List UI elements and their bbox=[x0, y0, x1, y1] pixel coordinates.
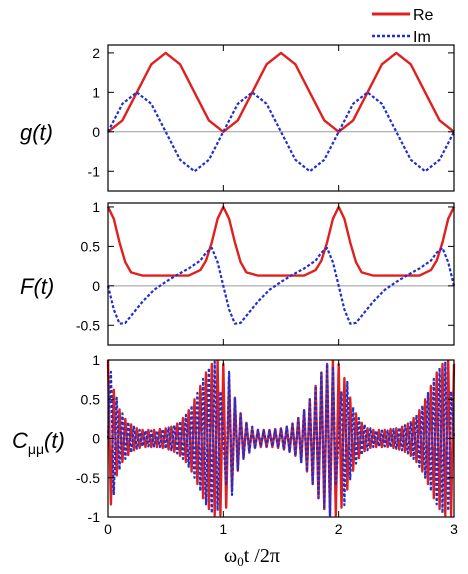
x-tick-label: 1 bbox=[219, 521, 227, 537]
panel-c-series-re bbox=[106, 359, 456, 517]
panel-c-ytick-label: -1 bbox=[88, 509, 101, 525]
panel-f-ytick-label: 1 bbox=[92, 199, 100, 215]
panel-f-ytick-label: 0 bbox=[92, 278, 100, 294]
panel-g-ytick-label: -1 bbox=[88, 163, 101, 179]
panel-g-series-re bbox=[107, 51, 455, 134]
x-axis-label-sub: 0 bbox=[237, 554, 244, 569]
panel-f-ylabel: F(t) bbox=[20, 274, 54, 299]
panel-g-ytick-label: 0 bbox=[92, 124, 100, 140]
panel-c-ylabel-rest: (t) bbox=[44, 428, 65, 453]
panel-g-ytick-label: 1 bbox=[92, 84, 100, 100]
panel-f-series-re bbox=[106, 205, 456, 277]
panel-c-ytick-label: 0 bbox=[92, 431, 100, 447]
panel-c-ylabel: Cμμ(t) bbox=[12, 428, 65, 457]
panel-c-ytick-label: 0.5 bbox=[81, 391, 101, 407]
panel-c-ylabel-sub: μμ bbox=[28, 441, 44, 457]
x-axis-label: ω0t /2π bbox=[224, 545, 280, 569]
panel-c: Cμμ(t) 1 0.5 0 -0.5 -1 bbox=[12, 352, 456, 525]
legend-re-label: Re bbox=[413, 7, 434, 24]
panel-f-series-im bbox=[106, 246, 456, 325]
legend: Re Im bbox=[372, 7, 434, 46]
panel-c-ytick-label: 1 bbox=[92, 352, 100, 368]
legend-im-label: Im bbox=[413, 29, 431, 46]
panel-c-series-im bbox=[106, 360, 456, 517]
panel-f-ytick-label: 0.5 bbox=[81, 238, 101, 254]
x-axis-label-main: ω bbox=[224, 545, 237, 567]
panel-g-frame bbox=[107, 44, 455, 192]
panel-f: F(t) 1 0.5 0 -0.5 bbox=[20, 199, 456, 346]
x-tick-label: 2 bbox=[335, 521, 343, 537]
panel-f-frame bbox=[107, 202, 455, 346]
x-axis-label-rest: t /2π bbox=[244, 545, 280, 567]
panel-f-ytick-label: -0.5 bbox=[76, 317, 100, 333]
panel-g: g(t) 2 1 0 -1 bbox=[20, 44, 455, 192]
panel-g-ylabel: g(t) bbox=[20, 120, 53, 145]
panel-c-ylabel-main: C bbox=[12, 428, 28, 453]
panel-c-ytick-label: -0.5 bbox=[76, 470, 100, 486]
x-tick-label: 3 bbox=[450, 521, 458, 537]
x-tick-label: 0 bbox=[104, 521, 112, 537]
panel-g-ytick-label: 2 bbox=[92, 45, 100, 61]
